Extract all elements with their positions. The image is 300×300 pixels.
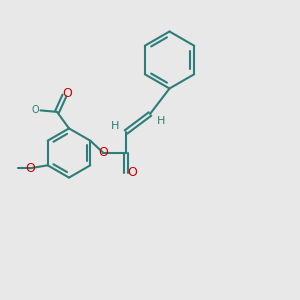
Text: H: H bbox=[157, 116, 166, 126]
Text: O: O bbox=[128, 166, 137, 179]
Text: O: O bbox=[99, 146, 108, 160]
Text: O: O bbox=[25, 162, 34, 175]
Text: O: O bbox=[63, 87, 72, 101]
Text: H: H bbox=[110, 121, 119, 131]
Text: O: O bbox=[31, 105, 39, 116]
